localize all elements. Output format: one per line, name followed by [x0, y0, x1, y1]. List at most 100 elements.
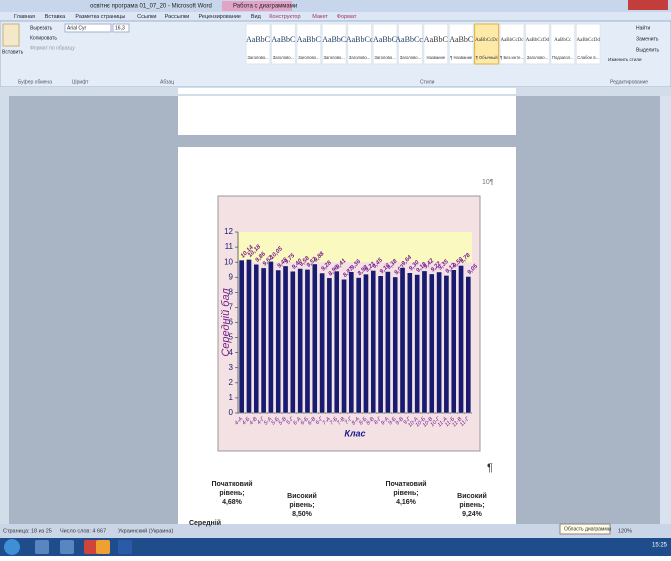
style-sample: AaBbC	[373, 35, 397, 44]
bar	[385, 271, 391, 414]
style-tile[interactable]	[347, 23, 373, 65]
bar	[414, 274, 420, 414]
status-language: Украинский (Украина)	[118, 527, 173, 534]
ribbon-tab[interactable]: Формат	[337, 14, 357, 20]
ribbon-tab[interactable]: Разметка страницы	[75, 14, 125, 20]
editing-item[interactable]: Заменить	[636, 36, 659, 42]
taskbar-icon[interactable]	[84, 540, 98, 554]
x-tick-label: 9-В	[395, 416, 406, 427]
paste-button[interactable]	[2, 23, 20, 47]
ribbon-tab[interactable]: Вид	[251, 14, 262, 20]
pie-label: 4,68%	[222, 499, 243, 506]
style-tile[interactable]	[397, 23, 423, 65]
size-box[interactable]	[112, 23, 130, 33]
clipboard-item[interactable]: Копировать	[30, 35, 57, 41]
paste-label: Вставить	[2, 49, 24, 55]
bar	[326, 277, 333, 414]
y-tick-label: 6	[229, 318, 234, 327]
style-tile[interactable]	[550, 23, 576, 65]
style-name: Название	[426, 55, 445, 60]
y-tick-label: 10	[224, 257, 233, 266]
x-tick-label: 7-В	[336, 416, 347, 427]
pie-label: Початковий	[385, 480, 426, 488]
taskbar-icon[interactable]	[118, 540, 132, 554]
bar	[238, 259, 245, 414]
bar	[370, 270, 377, 414]
taskbar-icon[interactable]	[35, 540, 49, 554]
scrollbar[interactable]	[660, 96, 671, 524]
pie-label: Середній	[189, 519, 221, 527]
x-tick-label: 9-Г	[402, 415, 413, 426]
style-tile[interactable]	[296, 23, 322, 65]
editing-item[interactable]: Выделить	[636, 47, 659, 53]
taskbar-icon[interactable]	[60, 540, 74, 554]
ribbon-tab[interactable]: Ссылки	[137, 14, 156, 20]
bar	[348, 271, 355, 414]
bar	[407, 272, 413, 414]
style-tile[interactable]	[423, 23, 449, 65]
x-tick-label: 7-Г	[344, 415, 355, 426]
style-sample: AaBbC	[297, 35, 321, 44]
change-styles[interactable]: Изменить стили	[608, 57, 642, 62]
x-tick-label: 6-В	[307, 416, 318, 427]
ribbon-tab[interactable]: Рецензирование	[199, 14, 241, 20]
style-tile[interactable]	[448, 23, 474, 65]
ribbon-tab[interactable]: Вставка	[45, 14, 66, 20]
x-tick-label: 8-Б	[358, 416, 369, 427]
ribbon-tab[interactable]: Рассылки	[165, 14, 190, 20]
font-name: Arial Cyr	[67, 25, 87, 31]
x-tick-label: 6-Б	[300, 416, 311, 427]
pie-label: 8,50%	[292, 511, 313, 518]
taskbar-icon[interactable]	[96, 540, 110, 554]
group-label: Буфер обмена	[18, 79, 52, 85]
tooltip-text: Область диаграммы	[564, 526, 612, 532]
pie-label: рівень;	[289, 501, 314, 509]
font-size: 16,3	[115, 25, 125, 31]
bar	[282, 265, 289, 414]
style-tile[interactable]	[245, 23, 271, 65]
ribbon-tab[interactable]: Макет	[312, 14, 328, 20]
style-name: Заголово...	[527, 55, 548, 60]
x-tick-label: 7-А	[322, 416, 333, 427]
style-tile[interactable]	[499, 23, 525, 65]
ribbon-tab[interactable]: Конструктор	[269, 14, 300, 20]
style-name: Заголово...	[247, 55, 268, 60]
style-tile[interactable]	[270, 23, 296, 65]
style-tile[interactable]	[321, 23, 347, 65]
window-buttons[interactable]	[628, 0, 668, 10]
style-tile[interactable]	[474, 23, 500, 65]
status-words: Число слов: 4 667	[60, 528, 106, 534]
style-tile[interactable]	[372, 23, 398, 65]
bar	[275, 269, 281, 414]
style-tile[interactable]	[524, 23, 550, 65]
style-sample: AaBbC	[322, 35, 346, 44]
bar	[443, 275, 450, 414]
ribbon-tab[interactable]: Главная	[14, 14, 35, 20]
page-top	[178, 96, 516, 135]
y-tick-label: 2	[229, 378, 234, 387]
group-label: Шрифт	[72, 79, 89, 85]
x-tick-label: 4-Г	[256, 415, 267, 426]
start-button[interactable]	[4, 539, 20, 555]
style-sample: AaBbCcDd	[577, 38, 601, 43]
style-sample: AaBbC	[246, 35, 270, 44]
style-name: Заголово...	[349, 55, 370, 60]
vertical-ruler	[0, 96, 9, 524]
pilcrow: ¶	[487, 462, 493, 474]
editing-item[interactable]: Найти	[636, 24, 650, 31]
clipboard-item[interactable]: Вырезать	[30, 25, 53, 31]
style-name: Заголово...	[324, 55, 345, 60]
bar	[429, 273, 435, 414]
bar	[260, 267, 267, 414]
taskbar	[0, 538, 671, 556]
style-tile[interactable]	[575, 23, 601, 65]
clipboard-item[interactable]: Формат по образцу	[30, 45, 75, 51]
pie-label: 9,24%	[462, 511, 483, 518]
style-name: Заголово...	[374, 55, 395, 60]
style-sample: AaBbC	[449, 35, 473, 44]
ruler-area	[178, 88, 516, 94]
style-name: Заголово...	[298, 55, 319, 60]
x-tick-label: 8-Г	[373, 415, 384, 426]
font-box[interactable]	[64, 23, 112, 33]
